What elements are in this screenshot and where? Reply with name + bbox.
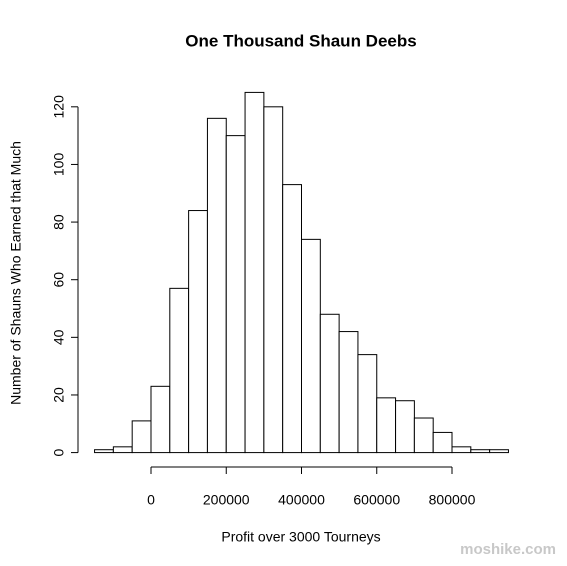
bar xyxy=(225,135,246,454)
bar xyxy=(206,117,227,454)
bar xyxy=(282,184,302,454)
x-tick-label: 400000 xyxy=(278,492,325,508)
bar xyxy=(188,210,208,454)
x-tick-label: 0 xyxy=(147,492,155,508)
y-tick-label: 0 xyxy=(51,448,67,456)
bar xyxy=(451,446,472,454)
bar xyxy=(169,287,190,454)
bar xyxy=(432,431,453,454)
x-tick-label: 800000 xyxy=(429,492,476,508)
bar xyxy=(112,446,133,454)
bar xyxy=(150,385,171,454)
x-tick-label: 200000 xyxy=(203,492,250,508)
y-tick-label: 80 xyxy=(51,214,67,230)
bar xyxy=(395,400,415,454)
y-tick-label: 20 xyxy=(51,387,67,403)
bar xyxy=(94,449,114,454)
bar xyxy=(244,91,265,454)
x-tick-label: 600000 xyxy=(353,492,400,508)
y-tick-label: 100 xyxy=(51,153,67,177)
bar xyxy=(489,449,509,454)
bar xyxy=(301,238,321,454)
y-axis-label: Number of Shauns Who Earned that Much xyxy=(8,141,24,405)
y-tick-label: 120 xyxy=(51,95,67,119)
bar xyxy=(319,313,340,454)
y-tick-label: 60 xyxy=(51,272,67,288)
y-tick-label: 40 xyxy=(51,329,67,345)
bar xyxy=(263,106,284,454)
chart-title: One Thousand Shaun Deebs xyxy=(185,31,416,50)
bar xyxy=(131,420,152,454)
bar xyxy=(376,397,397,454)
watermark: moshike.com xyxy=(460,541,556,558)
x-axis-label: Profit over 3000 Tourneys xyxy=(221,529,380,545)
bar xyxy=(470,449,491,454)
bar xyxy=(413,417,434,454)
bar xyxy=(338,331,359,454)
bar xyxy=(357,354,378,454)
